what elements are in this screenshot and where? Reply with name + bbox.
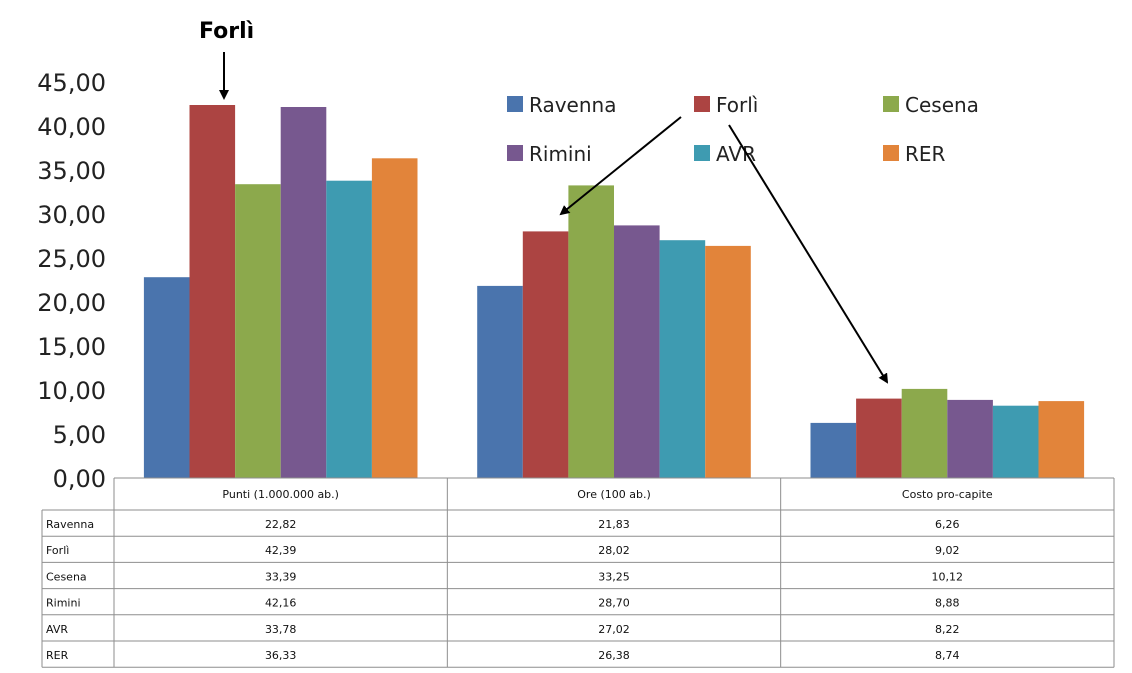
- y-tick-label: 25,00: [37, 245, 106, 273]
- y-tick-label: 45,00: [37, 69, 106, 97]
- table-cell: 26,38: [598, 649, 630, 662]
- table-cell: 8,22: [935, 623, 960, 636]
- legend-label-rimini: Rimini: [529, 142, 592, 166]
- bar-rer-1: [371, 158, 418, 479]
- bar-rimini-1: [280, 107, 327, 478]
- table-cell: 42,16: [265, 597, 297, 610]
- legend-label-ravenna: Ravenna: [529, 93, 616, 117]
- table-cell: 8,88: [935, 597, 960, 610]
- annotation-label: Forlì: [199, 19, 254, 44]
- annotation-arrow-middle: [559, 116, 682, 216]
- annotation-arrow-right: [728, 124, 889, 384]
- annotation-layer: Forlì: [199, 19, 889, 384]
- bar-ravenna-2: [477, 285, 523, 478]
- category-label: Punti (1.000.000 ab.): [222, 488, 339, 501]
- table-cell: 33,78: [265, 623, 297, 636]
- axis-layer: 0,00 5,00 10,00 15,00 20,00 25,00 30,00 35,00 40…: [37, 69, 106, 493]
- table-cell: 22,82: [265, 518, 297, 531]
- table-cell: 36,33: [265, 649, 297, 662]
- table-row-label: RER: [46, 649, 69, 662]
- bar-forlì-2: [522, 231, 569, 478]
- table-cell: 42,39: [265, 544, 297, 557]
- legend-label-avr: AVR: [716, 142, 756, 166]
- bar-avr-2: [659, 240, 706, 478]
- legend-label-rer: RER: [905, 142, 946, 166]
- legend-swatch-rimini: [507, 145, 523, 161]
- category-label: Ore (100 ab.): [577, 488, 651, 501]
- bar-rer-3: [1038, 401, 1085, 478]
- legend-swatch-rer: [883, 145, 899, 161]
- bar-cesena-1: [235, 184, 281, 478]
- table-cell: 33,25: [598, 570, 630, 583]
- table-cell: 27,02: [598, 623, 630, 636]
- table-cell: 28,02: [598, 544, 630, 557]
- bar-ravenna-3: [810, 422, 857, 478]
- table-cell: 21,83: [598, 518, 630, 531]
- legend-swatch-forlì: [694, 96, 710, 112]
- y-tick-label: 20,00: [37, 289, 106, 317]
- bar-rer-2: [705, 245, 751, 478]
- table-cell: 33,39: [265, 570, 297, 583]
- data-table: Punti (1.000.000 ab.) Ore (100 ab.) Costo …: [41, 477, 1115, 668]
- y-tick-label: 0,00: [53, 465, 106, 493]
- table-cell: 9,02: [935, 544, 960, 557]
- table-row-label: Cesena: [46, 570, 87, 583]
- table-row-label: Ravenna: [46, 518, 94, 531]
- table-cell: 6,26: [935, 518, 960, 531]
- bar-cesena-2: [568, 185, 614, 478]
- bar-avr-3: [992, 405, 1039, 478]
- bar-rimini-3: [947, 399, 993, 478]
- legend: Ravenna Forlì Cesena Rimini AVR RER: [507, 93, 979, 166]
- table-row-label: Forlì: [46, 544, 69, 557]
- bar-ravenna-1: [143, 277, 190, 478]
- bar-forlì-1: [189, 105, 236, 478]
- legend-swatch-ravenna: [507, 96, 523, 112]
- table-cell: 8,74: [935, 649, 960, 662]
- bar-rimini-2: [614, 225, 660, 478]
- y-tick-label: 10,00: [37, 377, 106, 405]
- y-tick-label: 35,00: [37, 157, 106, 185]
- table-row-label: Rimini: [46, 597, 81, 610]
- legend-label-forlì: Forlì: [716, 93, 758, 117]
- bars-layer: [143, 105, 1085, 479]
- y-tick-label: 30,00: [37, 201, 106, 229]
- bar-forlì-3: [856, 398, 902, 478]
- bar-cesena-3: [901, 388, 948, 478]
- legend-swatch-avr: [694, 145, 710, 161]
- y-tick-label: 40,00: [37, 113, 106, 141]
- y-tick-label: 5,00: [53, 421, 106, 449]
- legend-swatch-cesena: [883, 96, 899, 112]
- bar-avr-1: [326, 180, 372, 478]
- y-tick-label: 15,00: [37, 333, 106, 361]
- legend-label-cesena: Cesena: [905, 93, 979, 117]
- table-cell: 28,70: [598, 597, 630, 610]
- table-row-label: AVR: [46, 623, 68, 636]
- category-label: Costo pro-capite: [902, 488, 993, 501]
- table-cell: 10,12: [932, 570, 964, 583]
